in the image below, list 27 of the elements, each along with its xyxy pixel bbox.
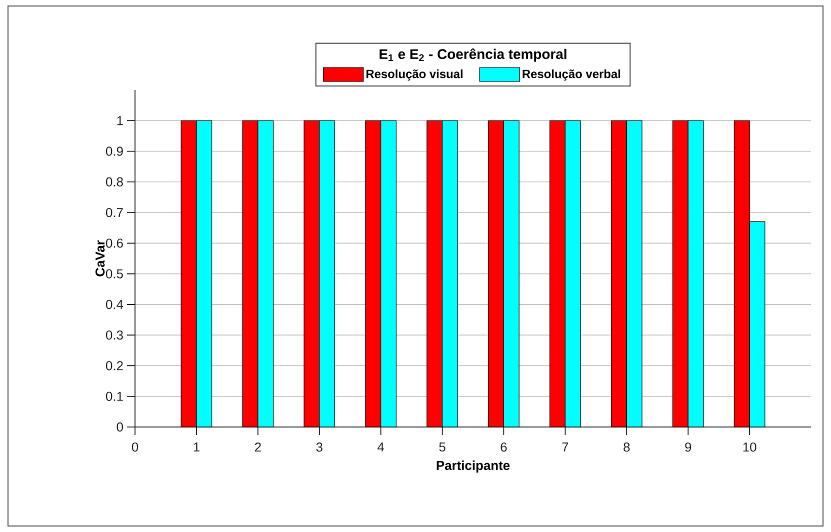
y-tick-label: 0.9 (106, 146, 123, 156)
x-tick-label: 5 (439, 442, 446, 452)
x-tick-label: 10 (743, 442, 756, 452)
y-tick-label: 0.7 (106, 208, 123, 218)
y-axis-title: CaVar (95, 240, 105, 276)
y-tick-label: 0.3 (106, 330, 123, 340)
x-tick-label: 3 (316, 442, 322, 452)
x-tick-label: 7 (562, 442, 568, 452)
x-tick-label: 4 (378, 442, 384, 452)
y-tick-label: 0.2 (106, 361, 123, 370)
legend-label: Resolução verbal (522, 69, 620, 81)
y-tick-label: 0 (116, 422, 123, 432)
y-tick-label: 0.4 (106, 300, 124, 310)
x-tick-label: 9 (685, 442, 692, 452)
x-tick-label: 0 (132, 442, 138, 452)
x-tick-label: 6 (500, 442, 507, 452)
y-tick-label: 0.6 (106, 238, 123, 248)
y-tick-label: 0.5 (106, 269, 123, 278)
legend-label: Resolução visual (366, 69, 462, 81)
x-tick-label: 8 (624, 442, 630, 452)
x-axis-title: Participante (436, 460, 510, 473)
x-tick-label: 2 (254, 442, 261, 452)
y-tick-label: 0.1 (106, 392, 123, 401)
y-tick-label: 1 (117, 116, 123, 126)
y-tick-label: 0.8 (106, 177, 123, 186)
legend-title: E$_{1}$ e E$_{2}$ - Coerência temporal (380, 48, 566, 62)
x-tick-label: 1 (194, 442, 200, 452)
